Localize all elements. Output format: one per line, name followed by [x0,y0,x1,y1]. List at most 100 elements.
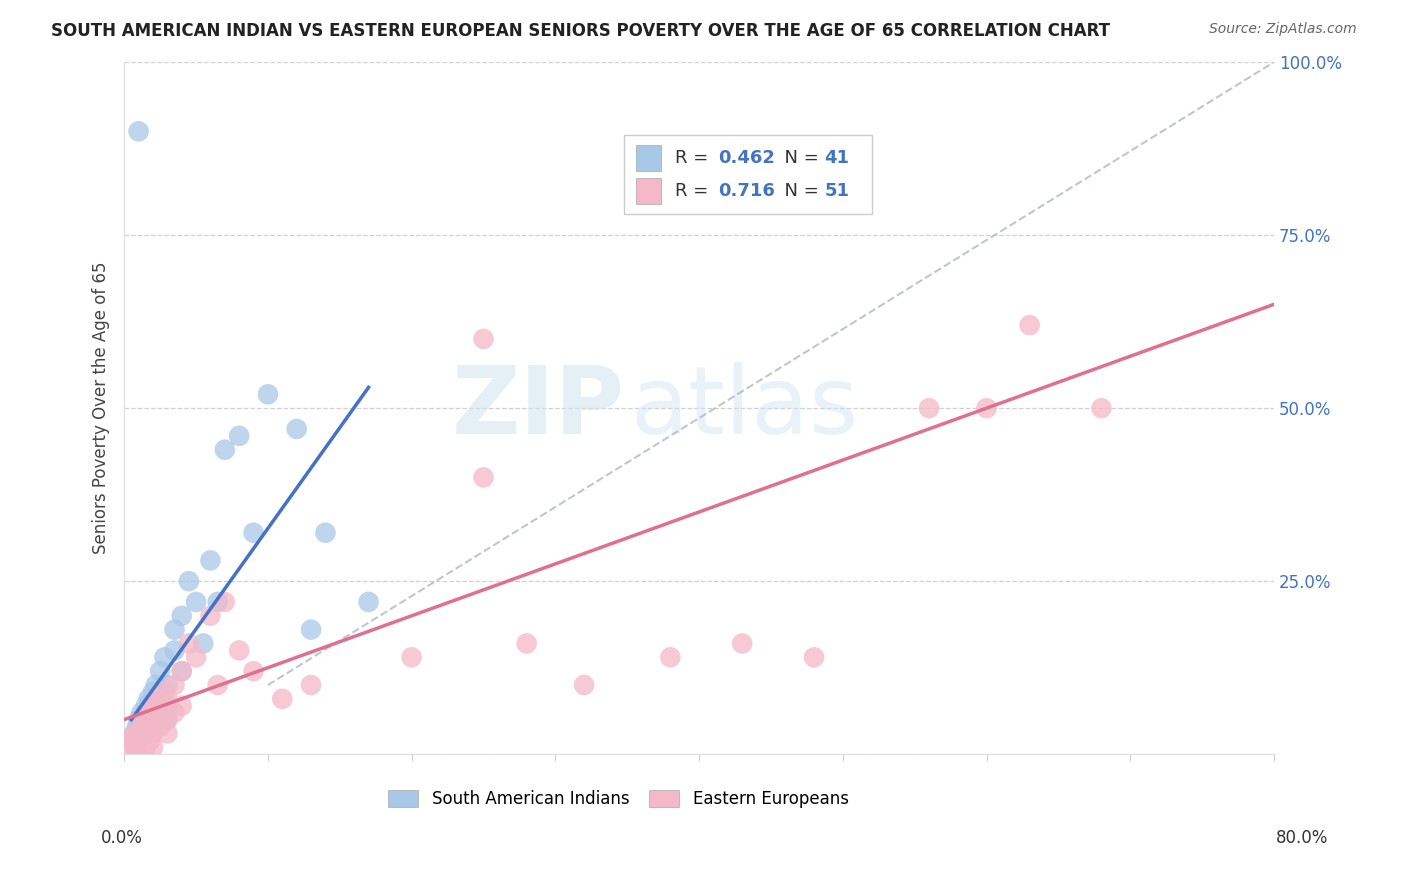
Point [128,124,150,138]
Point [139,706,162,720]
Point [156,713,179,727]
Point [228,429,250,443]
Point [242,525,264,540]
Point [803,650,825,665]
Point [184,650,207,665]
Point [170,664,193,678]
Point [149,698,172,713]
Point [1018,318,1040,332]
Point [142,719,165,733]
Point [124,726,146,740]
Point [156,691,179,706]
Point [142,713,165,727]
Point [285,422,308,436]
Point [142,685,165,699]
Point [138,691,160,706]
Point [207,678,229,692]
Point [659,650,682,665]
Point [125,740,148,755]
Point [156,678,179,692]
Point [135,719,157,733]
Text: 80.0%: 80.0% [1277,829,1329,847]
Point [156,726,179,740]
Point [139,719,162,733]
Point [731,636,754,650]
Text: SOUTH AMERICAN INDIAN VS EASTERN EUROPEAN SENIORS POVERTY OVER THE AGE OF 65 COR: SOUTH AMERICAN INDIAN VS EASTERN EUROPEA… [51,22,1109,40]
Point [131,719,153,733]
Text: 0.716: 0.716 [718,182,776,200]
Point [125,740,148,755]
FancyBboxPatch shape [624,135,872,214]
Point [207,595,229,609]
Point [200,553,222,567]
Point [136,713,159,727]
Y-axis label: Seniors Poverty Over the Age of 65: Seniors Poverty Over the Age of 65 [93,262,110,555]
Point [228,643,250,657]
Point [1090,401,1112,416]
FancyBboxPatch shape [636,145,661,171]
Point [572,678,595,692]
Point [257,387,280,401]
Point [242,664,264,678]
Text: ZIP: ZIP [451,362,624,454]
Point [153,650,176,665]
Point [177,574,200,589]
Point [401,650,423,665]
Text: 0.0%: 0.0% [101,829,143,847]
Point [170,698,193,713]
Point [153,685,176,699]
Point [132,733,155,747]
Point [127,733,149,747]
Text: N =: N = [773,182,824,200]
Point [976,401,998,416]
Point [135,726,157,740]
Point [128,740,150,755]
Point [170,608,193,623]
FancyBboxPatch shape [636,178,661,204]
Point [163,623,186,637]
Point [271,691,294,706]
Text: Source: ZipAtlas.com: Source: ZipAtlas.com [1209,22,1357,37]
Point [142,726,165,740]
Point [149,719,172,733]
Point [142,698,165,713]
Point [149,664,172,678]
Point [184,595,207,609]
Text: 51: 51 [824,182,849,200]
Text: 0.462: 0.462 [718,149,776,168]
Point [124,726,146,740]
Point [163,706,186,720]
Point [516,636,538,650]
Point [135,698,157,713]
Point [170,664,193,678]
Point [472,470,495,484]
Point [127,719,149,733]
Point [128,713,150,727]
Point [149,691,172,706]
Text: 41: 41 [824,149,849,168]
Point [120,733,142,747]
Text: R =: R = [675,182,714,200]
Point [139,733,162,747]
Point [128,726,150,740]
Point [120,733,142,747]
Point [145,678,167,692]
Text: atlas: atlas [630,362,858,454]
Point [142,740,165,755]
Point [314,525,336,540]
Point [214,442,236,457]
Point [200,608,222,623]
Point [472,332,495,346]
Point [214,595,236,609]
Point [163,678,186,692]
Point [142,698,165,713]
Point [163,643,186,657]
Point [156,698,179,713]
Text: R =: R = [675,149,714,168]
Point [145,691,167,706]
Point [138,706,160,720]
Point [918,401,941,416]
Point [117,740,139,755]
Point [299,623,322,637]
Point [135,740,157,755]
